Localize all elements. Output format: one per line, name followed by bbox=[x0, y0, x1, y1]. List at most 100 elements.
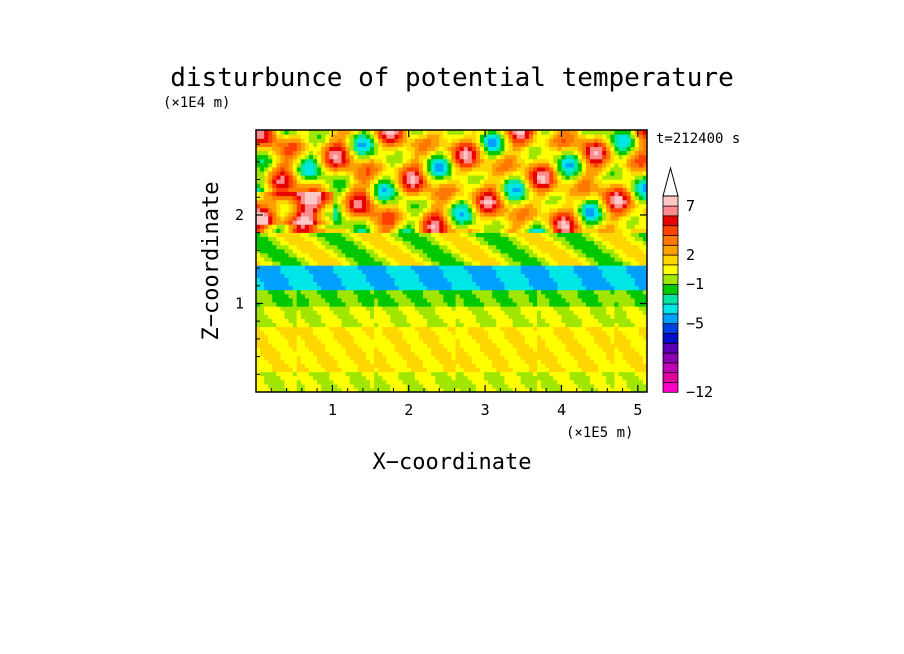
field-cell bbox=[561, 322, 567, 328]
field-cell bbox=[439, 322, 444, 328]
field-cell bbox=[406, 215, 412, 221]
field-cell bbox=[500, 215, 506, 221]
field-cell bbox=[569, 150, 575, 156]
field-cell bbox=[541, 363, 546, 369]
field-cell bbox=[418, 224, 424, 229]
field-cell bbox=[325, 236, 330, 242]
field-cell bbox=[467, 162, 473, 168]
field-cell bbox=[406, 166, 412, 172]
field-cell bbox=[300, 191, 306, 197]
field-cell bbox=[537, 355, 542, 360]
field-cell bbox=[484, 248, 489, 254]
field-cell bbox=[296, 387, 302, 392]
field-cell bbox=[524, 158, 530, 164]
field-cell bbox=[443, 244, 449, 250]
field-cell bbox=[455, 355, 461, 360]
field-cell bbox=[500, 224, 506, 229]
field-cell bbox=[467, 158, 473, 164]
field-cell bbox=[439, 334, 444, 340]
field-cell bbox=[569, 363, 575, 369]
field-cell bbox=[345, 215, 351, 221]
field-cell bbox=[504, 215, 510, 221]
field-cell bbox=[561, 326, 567, 332]
field-cell bbox=[557, 351, 563, 356]
field-cell bbox=[463, 248, 469, 254]
field-cell bbox=[418, 322, 424, 328]
field-cell bbox=[398, 265, 404, 270]
field-cell bbox=[504, 261, 510, 266]
field-cell bbox=[264, 334, 269, 340]
field-cell bbox=[500, 387, 506, 392]
field-cell bbox=[541, 244, 546, 250]
field-cell bbox=[264, 355, 269, 360]
field-cell bbox=[402, 146, 408, 152]
field-cell bbox=[500, 375, 506, 381]
field-cell bbox=[508, 203, 514, 209]
field-cell bbox=[268, 371, 273, 377]
field-cell bbox=[292, 244, 298, 250]
field-cell bbox=[345, 297, 351, 303]
field-cell bbox=[370, 301, 375, 307]
field-cell bbox=[337, 142, 343, 147]
field-cell bbox=[439, 314, 444, 319]
field-cell bbox=[361, 146, 367, 152]
field-cell bbox=[321, 338, 326, 344]
field-cell bbox=[410, 175, 416, 180]
field-cell bbox=[422, 346, 428, 352]
field-cell bbox=[313, 130, 318, 135]
field-cell bbox=[272, 281, 277, 287]
field-cell bbox=[264, 162, 269, 168]
field-cell bbox=[431, 138, 436, 143]
field-cell bbox=[308, 142, 314, 147]
field-cell bbox=[365, 342, 371, 348]
field-cell bbox=[374, 359, 379, 364]
field-cell bbox=[475, 301, 481, 307]
field-cell bbox=[459, 334, 465, 340]
field-cell bbox=[329, 363, 334, 369]
field-cell bbox=[480, 158, 485, 164]
field-cell bbox=[471, 191, 477, 197]
field-cell bbox=[321, 256, 326, 262]
field-cell bbox=[532, 215, 538, 221]
field-cell bbox=[329, 383, 334, 389]
field-cell bbox=[422, 338, 428, 344]
field-cell bbox=[349, 265, 355, 270]
field-cell bbox=[557, 269, 563, 274]
field-cell bbox=[463, 379, 469, 385]
field-cell bbox=[512, 211, 518, 217]
field-cell bbox=[288, 236, 294, 242]
field-cell bbox=[321, 150, 326, 156]
field-cell bbox=[374, 154, 379, 160]
field-cell bbox=[365, 154, 371, 160]
field-cell bbox=[390, 199, 396, 205]
field-cell bbox=[374, 224, 379, 229]
field-cell bbox=[280, 150, 286, 156]
field-cell bbox=[532, 277, 538, 283]
field-cell bbox=[459, 224, 465, 229]
field-cell bbox=[268, 142, 273, 147]
field-cell bbox=[463, 240, 469, 246]
field-cell bbox=[488, 170, 493, 176]
field-cell bbox=[528, 359, 534, 364]
field-cell bbox=[390, 297, 396, 303]
field-cell bbox=[402, 301, 408, 307]
field-cell bbox=[508, 183, 514, 188]
field-cell bbox=[496, 248, 501, 254]
field-cell bbox=[516, 150, 522, 156]
field-cell bbox=[378, 232, 383, 238]
field-cell bbox=[374, 289, 379, 295]
field-cell bbox=[435, 269, 440, 274]
field-cell bbox=[565, 248, 571, 254]
field-cell bbox=[296, 359, 302, 364]
field-cell bbox=[256, 342, 261, 348]
field-cell bbox=[549, 375, 554, 381]
field-cell bbox=[313, 183, 318, 188]
field-cell bbox=[520, 150, 526, 156]
field-cell bbox=[341, 134, 347, 139]
field-cell bbox=[537, 306, 542, 311]
field-cell bbox=[325, 297, 330, 303]
field-cell bbox=[349, 281, 355, 287]
field-cell bbox=[418, 162, 424, 168]
field-cell bbox=[528, 297, 534, 303]
field-cell bbox=[545, 162, 550, 168]
